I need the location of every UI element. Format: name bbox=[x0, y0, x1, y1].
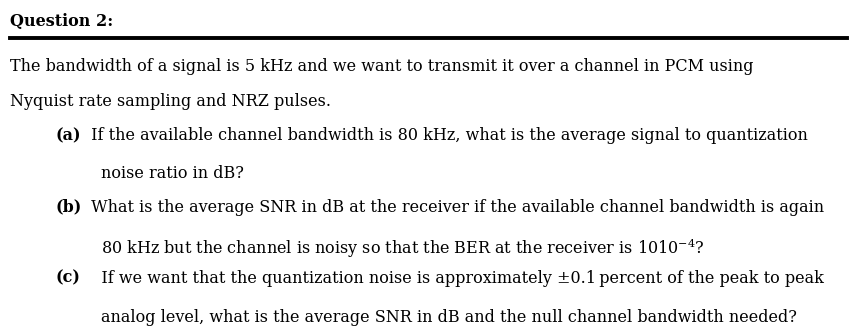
Text: Nyquist rate sampling and NRZ pulses.: Nyquist rate sampling and NRZ pulses. bbox=[10, 93, 332, 110]
Text: Question 2:: Question 2: bbox=[10, 13, 113, 30]
Text: The bandwidth of a signal is 5 kHz and we want to transmit it over a channel in : The bandwidth of a signal is 5 kHz and w… bbox=[10, 58, 754, 75]
Text: If the available channel bandwidth is 80 kHz, what is the average signal to quan: If the available channel bandwidth is 80… bbox=[86, 127, 807, 144]
Text: (c): (c) bbox=[56, 270, 81, 287]
Text: 80 kHz but the channel is noisy so that the BER at the receiver is 10$\mathregul: 80 kHz but the channel is noisy so that … bbox=[101, 237, 705, 260]
Text: (b): (b) bbox=[56, 199, 82, 215]
Text: (a): (a) bbox=[56, 127, 81, 144]
Text: analog level, what is the average SNR in dB and the null channel bandwidth neede: analog level, what is the average SNR in… bbox=[101, 309, 797, 326]
Text: What is the average SNR in dB at the receiver if the available channel bandwidth: What is the average SNR in dB at the rec… bbox=[86, 199, 824, 215]
Text: If we want that the quantization noise is approximately ±0.1 percent of the peak: If we want that the quantization noise i… bbox=[86, 270, 824, 287]
Text: noise ratio in dB?: noise ratio in dB? bbox=[101, 166, 244, 182]
